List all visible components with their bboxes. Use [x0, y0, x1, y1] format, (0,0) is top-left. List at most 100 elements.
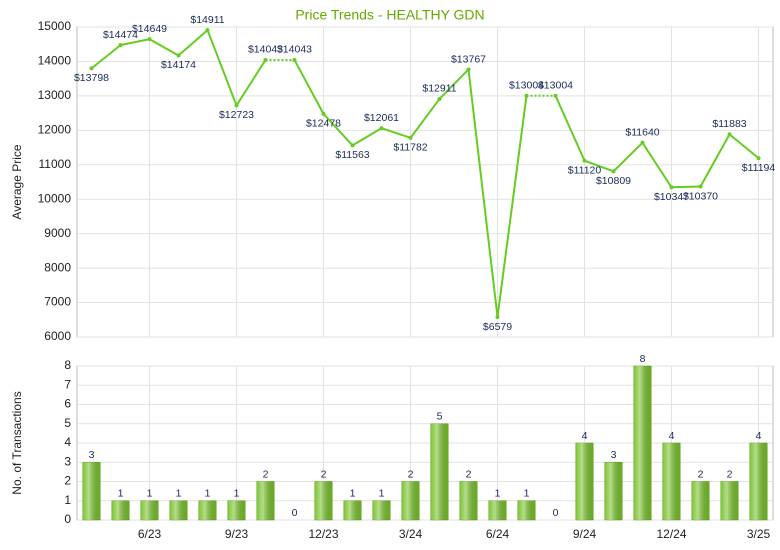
- data-label: $11883: [712, 118, 746, 130]
- line-segment: [438, 68, 470, 100]
- y-tick-label: 7000: [44, 295, 71, 309]
- y-tick-label: 15000: [38, 19, 72, 33]
- data-label: 2: [263, 468, 269, 480]
- line-segment: [554, 95, 586, 162]
- data-label: 1: [176, 488, 182, 500]
- data-label: $13004: [538, 80, 573, 92]
- point: [466, 67, 471, 72]
- data-label: 4: [756, 430, 762, 442]
- data-label: 1: [205, 488, 211, 500]
- data-label: $12911: [422, 83, 456, 95]
- bar-shine: [604, 462, 623, 520]
- data-label: 1: [495, 488, 501, 500]
- point: [379, 126, 384, 131]
- data-label: 1: [379, 488, 385, 500]
- point: [437, 96, 442, 101]
- x-tick-label: 6/24: [486, 527, 510, 541]
- data-label: $14649: [132, 23, 167, 35]
- bar-shine: [691, 481, 710, 520]
- point: [640, 140, 645, 145]
- data-label: $10370: [683, 190, 718, 202]
- line-segment: [322, 113, 354, 147]
- point: [582, 158, 587, 163]
- x-tick-label: 9/23: [225, 527, 249, 541]
- line-segment: [120, 38, 150, 47]
- bar-shine: [749, 443, 768, 520]
- data-label: $11563: [335, 149, 369, 161]
- bar-shine: [662, 443, 681, 520]
- y-tick-label: 4: [64, 435, 71, 449]
- point: [669, 185, 674, 190]
- point: [727, 132, 732, 137]
- data-label: 1: [234, 488, 240, 500]
- y-axis-label: No. of Transactions: [10, 391, 24, 494]
- point: [89, 66, 94, 71]
- data-label: 2: [698, 468, 704, 480]
- y-tick-label: 1: [64, 493, 71, 507]
- bar-shine: [198, 500, 217, 520]
- y-tick-label: 3: [64, 454, 71, 468]
- line-segment: [235, 59, 267, 106]
- point: [350, 143, 355, 148]
- y-tick-label: 8: [64, 358, 71, 372]
- line-segment: [467, 69, 499, 318]
- data-label: $12723: [219, 109, 254, 121]
- data-label: 3: [89, 449, 95, 461]
- data-label: 5: [437, 411, 443, 423]
- data-label: $13767: [451, 53, 486, 65]
- point: [408, 135, 413, 140]
- data-label: 2: [466, 468, 472, 480]
- chart-title: Price Trends - HEALTHY GDN: [295, 7, 484, 23]
- data-label: 1: [524, 488, 530, 500]
- bar-shine: [372, 500, 391, 520]
- data-label: $11120: [568, 164, 602, 176]
- data-label: 4: [669, 430, 675, 442]
- y-tick-label: 6: [64, 397, 71, 411]
- x-tick-label: 12/23: [308, 527, 338, 541]
- x-tick-label: 3/24: [399, 527, 423, 541]
- y-tick-label: 5: [64, 416, 71, 430]
- bar-shine: [343, 500, 362, 520]
- point: [524, 93, 529, 98]
- y-tick-label: 11000: [39, 157, 72, 171]
- line-segment: [90, 44, 122, 70]
- bar-shine: [459, 481, 478, 520]
- bar-shine: [140, 500, 159, 520]
- bar-shine: [111, 500, 130, 520]
- y-axis-label: Average Price: [10, 144, 24, 219]
- bar-shine: [517, 500, 536, 520]
- point: [495, 315, 500, 320]
- point: [553, 93, 558, 98]
- data-label: $11194: [742, 162, 776, 174]
- line-segment: [612, 142, 644, 173]
- x-tick-label: 12/24: [656, 527, 686, 541]
- line-segment: [671, 185, 701, 189]
- data-label: $6579: [483, 321, 512, 333]
- data-label: $13798: [74, 72, 109, 84]
- point: [611, 169, 616, 174]
- bar-shine: [82, 462, 101, 520]
- line-segment: [293, 59, 325, 115]
- data-label: $14043: [248, 44, 283, 56]
- y-tick-label: 9000: [44, 226, 71, 240]
- point: [698, 184, 703, 189]
- y-tick-label: 10000: [38, 191, 72, 205]
- point: [292, 57, 297, 62]
- point: [118, 43, 123, 48]
- line-segment: [699, 133, 731, 187]
- line-segment: [177, 29, 209, 57]
- data-label: 1: [147, 488, 153, 500]
- y-tick-label: 2: [64, 474, 71, 488]
- y-tick-label: 13000: [38, 88, 72, 102]
- data-label: 0: [553, 507, 559, 519]
- line-segment: [728, 133, 760, 159]
- data-label: $11640: [625, 127, 659, 139]
- y-tick-label: 8000: [44, 260, 71, 274]
- point: [321, 111, 326, 116]
- bar-shine: [314, 481, 333, 520]
- data-label: $11782: [393, 142, 427, 154]
- point: [756, 156, 761, 161]
- data-label: $12061: [364, 112, 399, 124]
- data-label: $14911: [190, 14, 224, 26]
- data-label: 0: [292, 507, 298, 519]
